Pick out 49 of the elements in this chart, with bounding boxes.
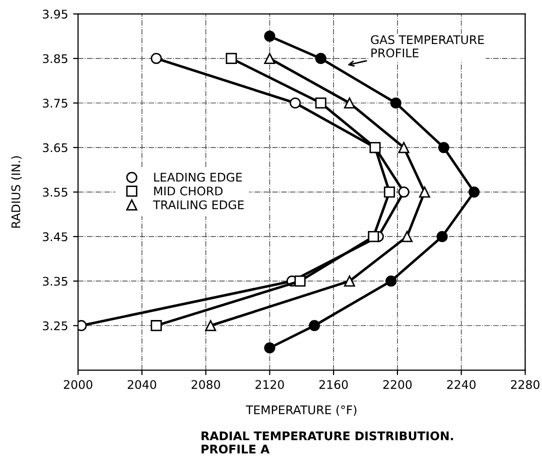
- point: [315, 97, 326, 109]
- point: [150, 320, 162, 332]
- y-tick-label: 3.25: [42, 321, 68, 330]
- point: [398, 142, 410, 154]
- point: [205, 320, 216, 332]
- y-tick-label: 3.55: [42, 188, 68, 197]
- x-tick-label: 2280: [511, 380, 540, 389]
- y-tick-label: 3.85: [42, 54, 68, 64]
- x-tick-label: 2040: [128, 380, 156, 389]
- point: [436, 231, 448, 242]
- x-tick-label: 2080: [192, 380, 220, 389]
- point: [264, 342, 276, 354]
- y-tick-label: 3.65: [42, 143, 68, 152]
- point: [226, 52, 237, 64]
- legend-label: MID CHORD: [154, 186, 223, 196]
- y-tick-label: 3.35: [42, 276, 68, 286]
- point: [264, 30, 276, 42]
- point: [308, 320, 320, 332]
- point: [419, 186, 430, 198]
- point: [344, 276, 356, 287]
- point: [150, 52, 162, 64]
- point: [468, 186, 480, 198]
- point: [438, 142, 450, 154]
- legend-label: TRAILING EDGE: [152, 200, 244, 210]
- y-tick-label: 3.95: [42, 10, 68, 19]
- x-tick-label: 2200: [383, 380, 412, 389]
- x-tick-label: 2000: [64, 380, 92, 389]
- point: [401, 231, 413, 242]
- x-axis-title: TEMPERATURE (°F): [246, 405, 356, 416]
- point: [370, 142, 381, 154]
- point: [344, 97, 356, 109]
- point: [390, 97, 402, 109]
- text: RADIAL TEMPERATURE DISTRIBUTION. PROFILE A: [202, 431, 453, 454]
- point: [315, 52, 326, 64]
- y-tick-label: 3.45: [42, 232, 68, 242]
- point: [385, 276, 397, 287]
- point: [264, 52, 276, 64]
- x-tick-label: 2160: [319, 380, 348, 389]
- point: [384, 186, 396, 198]
- y-axis-title: RADIUS (IN.): [11, 156, 22, 228]
- point: [368, 231, 380, 242]
- point: [290, 97, 301, 109]
- point: [398, 186, 410, 198]
- x-tick-label: 2240: [447, 380, 476, 389]
- legend-label: LEADING EDGE: [154, 172, 242, 182]
- x-tick-label: 2120: [256, 380, 284, 389]
- annotation: GAS TEMPERATURE PROFILE: [370, 35, 484, 58]
- point: [294, 276, 306, 287]
- y-tick-label: 3.75: [42, 98, 68, 108]
